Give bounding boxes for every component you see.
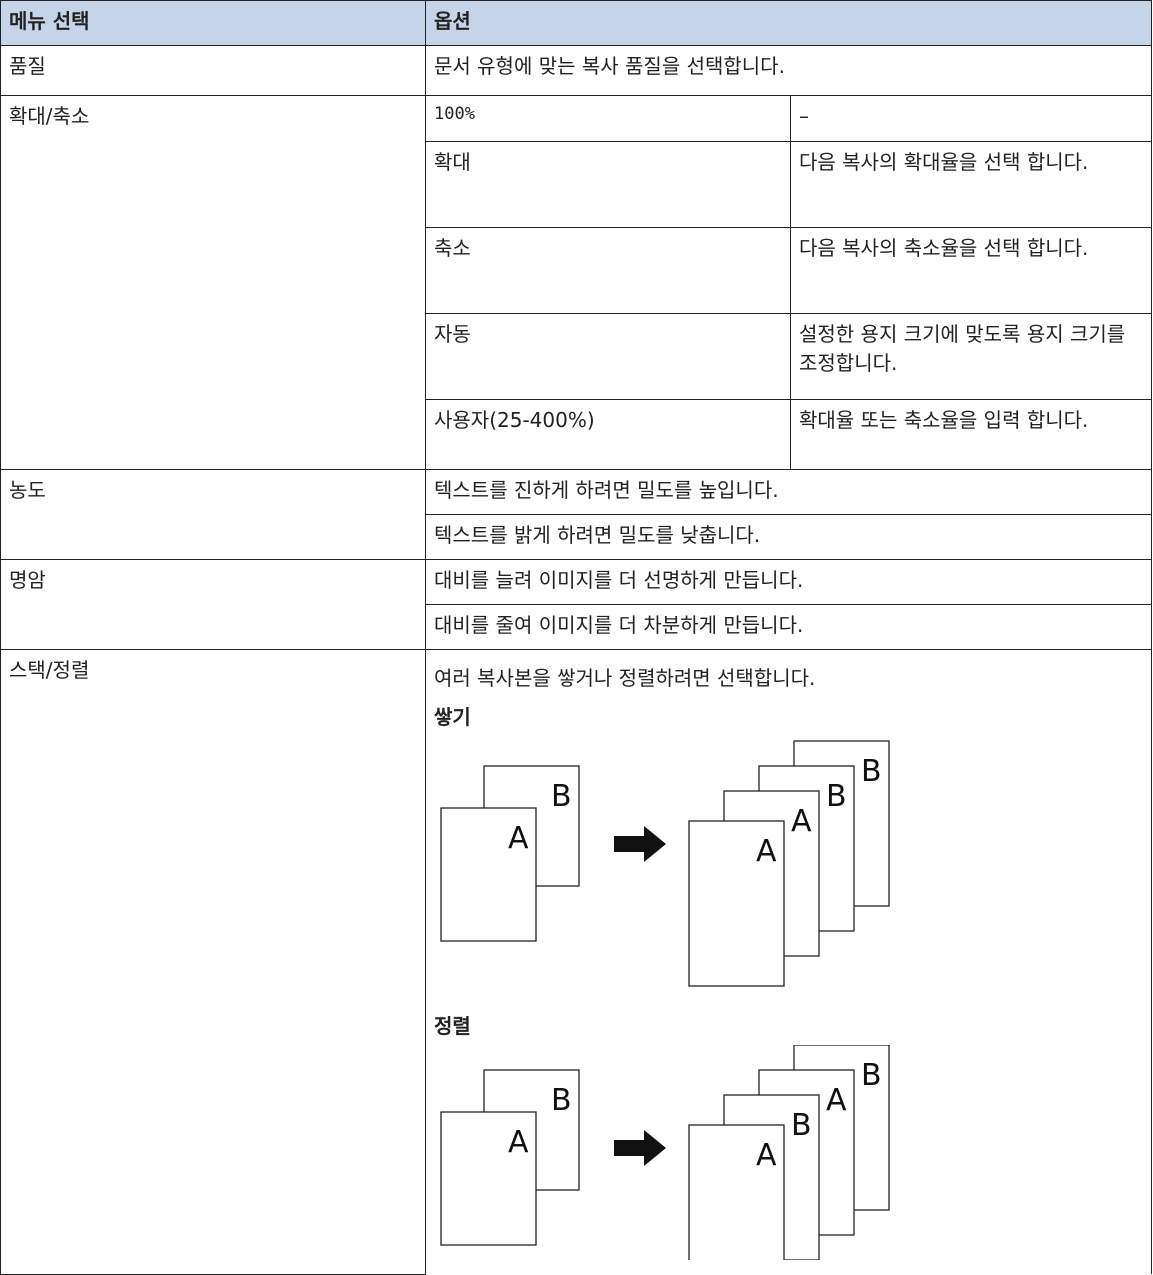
- header-cell: 옵션: [425, 0, 1152, 46]
- option-line: 텍스트를 밝게 하려면 밀도를 낮춥니다.: [425, 514, 1152, 560]
- option-name: 사용자(25-400%): [425, 399, 791, 470]
- arrow: [614, 1130, 666, 1166]
- page-letter: B: [861, 754, 882, 789]
- option-name: 자동: [425, 313, 791, 400]
- menu-cell: 명암: [0, 559, 426, 650]
- page: [688, 820, 785, 987]
- page-letter: A: [791, 804, 812, 839]
- page: [440, 1111, 537, 1246]
- option-cell: 여러 복사본을 쌓거나 정렬하려면 선택합니다. 쌓기 B A B B A A 정렬 B A B A B…: [425, 649, 1152, 1275]
- menu-cell: 품질: [0, 45, 426, 96]
- option-cell: 문서 유형에 맞는 복사 품질을 선택합니다.: [425, 45, 1152, 96]
- page-letter: B: [861, 1058, 882, 1093]
- option-desc: –: [790, 95, 1152, 142]
- menu-cell: 농도: [0, 469, 426, 560]
- page-letter: A: [508, 1125, 529, 1160]
- page-letter: B: [551, 779, 572, 814]
- option-name: 100%: [425, 95, 791, 142]
- menu-cell: 스택/정렬: [0, 649, 426, 1275]
- page-letter: A: [756, 1138, 777, 1173]
- page-letter: A: [756, 834, 777, 869]
- option-desc: 다음 복사의 확대율을 선택 합니다.: [790, 141, 1152, 228]
- option-desc: 다음 복사의 축소율을 선택 합니다.: [790, 227, 1152, 314]
- header-cell: 메뉴 선택: [0, 0, 426, 46]
- option-desc: 확대율 또는 축소율을 입력 합니다.: [790, 399, 1152, 470]
- menu-cell: 확대/축소: [0, 95, 426, 470]
- page-letter: A: [826, 1083, 847, 1118]
- diagram-title: 정렬: [434, 1014, 471, 1038]
- option-line: 대비를 줄여 이미지를 더 차분하게 만듭니다.: [425, 604, 1152, 650]
- page-letter: B: [791, 1108, 812, 1143]
- option-desc: 설정한 용지 크기에 맞도록 용지 크기를 조정합니다.: [790, 313, 1152, 400]
- option-line: 대비를 늘려 이미지를 더 선명하게 만듭니다.: [425, 559, 1152, 605]
- option-line: 텍스트를 진하게 하려면 밀도를 높입니다.: [425, 469, 1152, 515]
- page-letter: B: [551, 1083, 572, 1118]
- diagram-title: 쌓기: [434, 705, 471, 729]
- page-letter: A: [508, 821, 529, 856]
- option-line: 여러 복사본을 쌓거나 정렬하려면 선택합니다.: [434, 666, 816, 690]
- page: [440, 807, 537, 942]
- page-letter: B: [826, 779, 847, 814]
- option-name: 축소: [425, 227, 791, 314]
- option-name: 확대: [425, 141, 791, 228]
- arrow: [614, 826, 666, 862]
